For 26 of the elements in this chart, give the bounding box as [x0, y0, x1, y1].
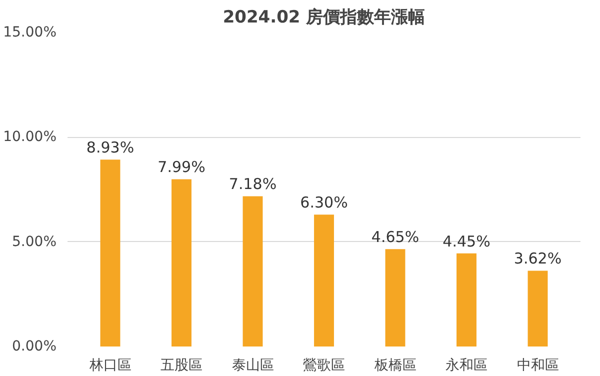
- bar: [528, 270, 548, 346]
- data-label: 4.65%: [371, 228, 420, 246]
- data-label: 3.62%: [514, 250, 562, 268]
- bar: [100, 160, 120, 346]
- bar: [456, 253, 476, 346]
- x-tick-label: 永和區: [446, 358, 488, 374]
- x-tick-label: 泰山區: [232, 358, 274, 374]
- data-label: 7.18%: [228, 175, 277, 194]
- data-label: 6.30%: [300, 194, 348, 212]
- x-tick-label: 板橋區: [373, 358, 416, 374]
- y-tick-label: 5.00%: [12, 234, 57, 250]
- chart-title: 2024.02 房價指數年漲幅: [222, 8, 426, 28]
- x-tick-label: 五股區: [160, 358, 202, 374]
- x-tick-label: 林口區: [88, 358, 132, 374]
- bar: [242, 196, 263, 346]
- y-tick-label: 15.00%: [3, 24, 57, 40]
- bar: [385, 249, 406, 346]
- x-tick-label: 鶯歌區: [303, 358, 345, 374]
- x-tick-label: 中和區: [516, 358, 559, 374]
- data-label: 7.99%: [158, 158, 206, 176]
- y-tick-label: 10.00%: [3, 129, 57, 146]
- data-label: 4.45%: [442, 232, 490, 250]
- data-label: 8.93%: [86, 138, 134, 157]
- bar: [314, 214, 334, 346]
- y-tick-label: 0.00%: [12, 338, 57, 354]
- bar: [172, 179, 192, 346]
